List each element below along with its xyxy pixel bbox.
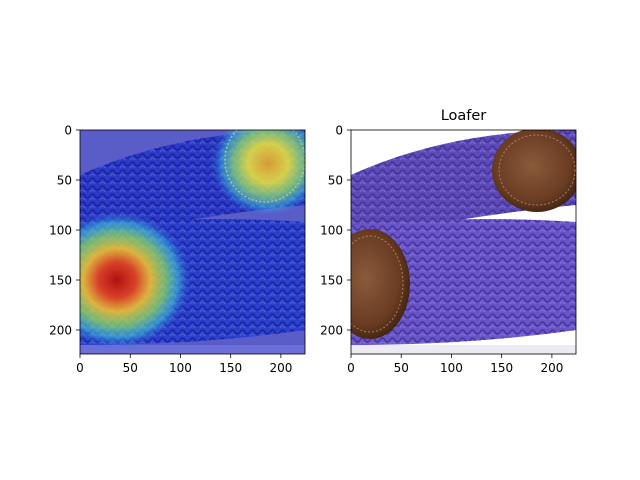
left-y-tick-label: 200 [49,324,72,338]
leather-tab-left [351,229,410,339]
chart-title: Loafer [441,108,487,124]
photo-panel [351,130,576,354]
left-y-tick-label: 50 [57,174,72,188]
right-y-tick-label: 0 [335,124,343,138]
right-axis-ticks: 0 50 100 150 200 0 50 100 150 200 [320,124,563,376]
right-y-tick-label: 150 [320,274,343,288]
right-y-tick-label: 50 [328,174,343,188]
right-axes-frame [350,129,577,355]
right-y-tick-label: 200 [320,324,343,338]
left-x-tick-label: 200 [269,361,292,375]
left-x-tick-label: 0 [76,361,84,375]
left-axis-ticks: 0 50 100 150 200 0 50 100 150 200 [49,124,292,376]
right-x-tick-label: 150 [490,361,513,375]
right-x-tick-label: 50 [394,361,409,375]
left-x-tick-label: 50 [123,361,138,375]
left-x-tick-label: 150 [219,361,242,375]
left-axes-frame [79,129,306,355]
leather-tab-top [492,130,576,212]
right-x-tick-label: 200 [540,361,563,375]
right-x-tick-label: 100 [440,361,463,375]
right-x-tick-label: 0 [347,361,355,375]
left-y-tick-label: 0 [64,124,72,138]
heat-peak-high [80,210,192,350]
left-y-tick-label: 150 [49,274,72,288]
heat-peak-medium [210,130,305,218]
heatmap-panel [80,130,305,354]
left-x-tick-label: 100 [169,361,192,375]
right-y-tick-label: 100 [320,224,343,238]
left-y-tick-label: 100 [49,224,72,238]
